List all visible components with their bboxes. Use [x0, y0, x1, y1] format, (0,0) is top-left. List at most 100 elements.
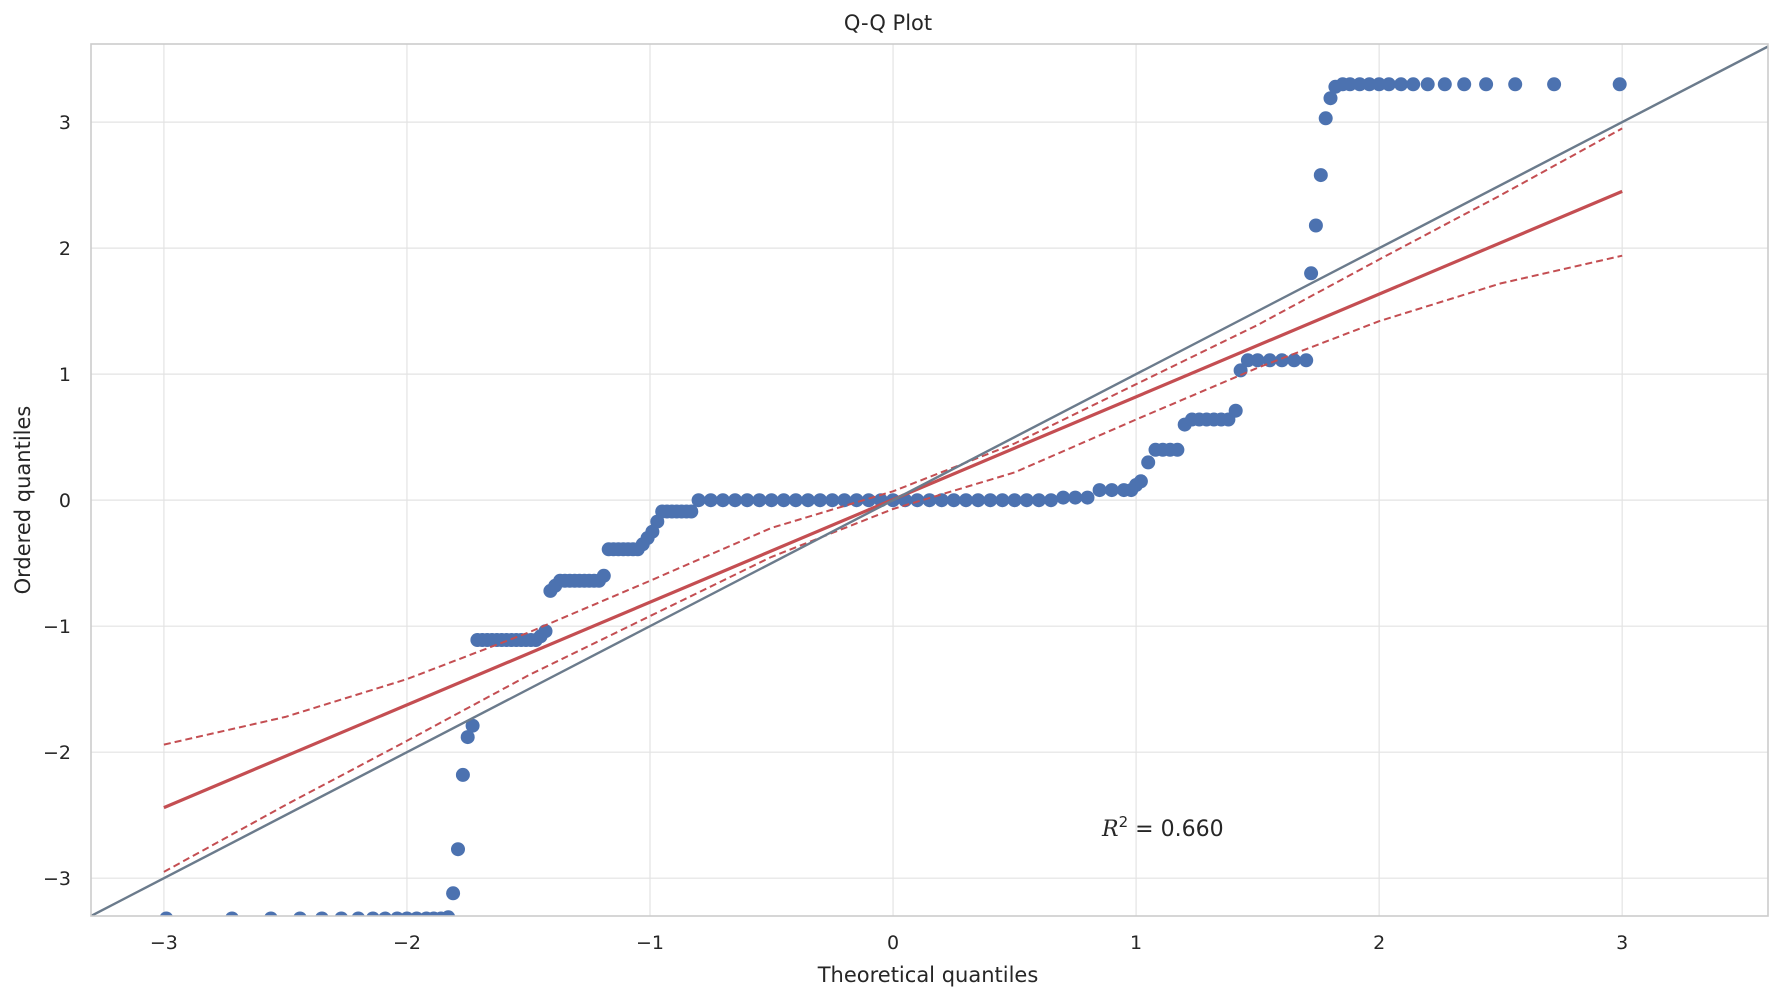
data-point	[1323, 91, 1338, 106]
data-point	[1056, 490, 1071, 505]
plot-area	[91, 45, 1768, 916]
data-point	[1381, 77, 1396, 92]
data-point	[788, 493, 803, 508]
x-tick-label: −2	[393, 932, 421, 954]
data-point	[715, 493, 730, 508]
data-point	[1031, 493, 1046, 508]
data-point	[1308, 218, 1323, 233]
data-point	[446, 886, 461, 901]
data-point	[1299, 353, 1314, 368]
data-point	[1133, 474, 1148, 489]
data-point	[703, 493, 718, 508]
data-point	[315, 911, 329, 916]
data-point	[776, 493, 791, 508]
x-axis-label: Theoretical quantiles	[817, 963, 1039, 987]
data-point	[1394, 77, 1408, 92]
x-tick-label: −1	[636, 932, 664, 954]
data-point	[1406, 77, 1421, 92]
chart-title: Q-Q Plot	[844, 11, 932, 35]
data-point	[1092, 483, 1107, 498]
r-squared-symbol: R	[1101, 817, 1119, 842]
data-point	[825, 493, 840, 508]
data-point	[225, 911, 239, 916]
x-tick-label: 1	[1130, 932, 1142, 954]
data-point	[351, 911, 365, 916]
data-point	[1250, 353, 1265, 368]
x-tick-label: −3	[150, 932, 178, 954]
data-point	[995, 493, 1010, 508]
data-point	[334, 911, 348, 916]
data-point	[596, 568, 611, 583]
data-point	[366, 911, 380, 916]
data-point	[983, 493, 998, 508]
data-point	[1437, 77, 1452, 92]
r-squared-value: = 0.660	[1128, 817, 1223, 842]
data-point	[684, 504, 699, 519]
data-point	[400, 911, 414, 916]
reference-line	[91, 45, 1768, 916]
y-tick-label: 2	[59, 238, 71, 260]
data-point	[922, 493, 937, 508]
y-tick-label: −3	[43, 868, 71, 890]
x-tick-label: 2	[1373, 932, 1385, 954]
data-point	[971, 493, 986, 508]
data-point	[293, 911, 307, 916]
x-tick-labels: −3 −2 −1 0 1 2 3	[150, 932, 1628, 954]
data-point	[1420, 77, 1435, 92]
data-point	[1104, 483, 1119, 498]
data-point	[1287, 353, 1302, 368]
data-point	[378, 911, 392, 916]
data-point	[1343, 77, 1357, 92]
y-tick-label: −2	[43, 742, 71, 764]
data-point	[813, 493, 828, 508]
x-tick-label: 0	[887, 932, 899, 954]
data-point	[1612, 77, 1627, 92]
data-point	[837, 493, 852, 508]
y-tick-labels: −3 −2 −1 0 1 2 3	[43, 112, 71, 890]
plot-frame	[90, 43, 1769, 917]
data-point	[1457, 77, 1472, 92]
data-point	[441, 910, 456, 916]
data-point	[752, 493, 767, 508]
data-point	[934, 493, 949, 508]
y-tick-label: 3	[59, 112, 71, 134]
data-point	[1228, 403, 1243, 418]
data-point	[1508, 77, 1523, 92]
data-point	[946, 493, 961, 508]
y-tick-label: 1	[59, 364, 71, 386]
data-point	[264, 911, 278, 916]
data-point	[1304, 266, 1319, 281]
data-point	[1313, 168, 1328, 183]
data-point	[728, 493, 743, 508]
data-point	[691, 493, 706, 508]
data-point	[390, 911, 404, 916]
data-point	[1362, 77, 1377, 92]
data-point	[1372, 77, 1387, 92]
data-point	[1352, 77, 1367, 92]
data-point	[1007, 493, 1022, 508]
data-point	[1141, 455, 1156, 470]
confidence-band-lower	[163, 254, 1623, 873]
data-point	[1318, 111, 1333, 126]
data-point	[1240, 353, 1255, 368]
data-point	[451, 842, 465, 857]
data-point	[410, 911, 424, 916]
data-point	[1170, 442, 1185, 457]
data-point	[801, 493, 815, 508]
data-point	[1080, 490, 1095, 505]
r-squared-superscript: 2	[1119, 813, 1129, 831]
data-point	[1479, 77, 1494, 92]
data-point	[1044, 493, 1058, 508]
data-point	[1547, 77, 1562, 92]
data-point	[959, 493, 973, 508]
data-point	[460, 730, 475, 745]
y-axis-label: Ordered quantiles	[11, 406, 35, 595]
r-squared-annotation: R2 = 0.660	[1101, 813, 1224, 842]
data-point	[1019, 493, 1034, 508]
data-point	[159, 911, 173, 916]
y-tick-label: 0	[59, 490, 71, 512]
x-tick-label: 3	[1616, 932, 1628, 954]
data-point	[465, 718, 480, 733]
